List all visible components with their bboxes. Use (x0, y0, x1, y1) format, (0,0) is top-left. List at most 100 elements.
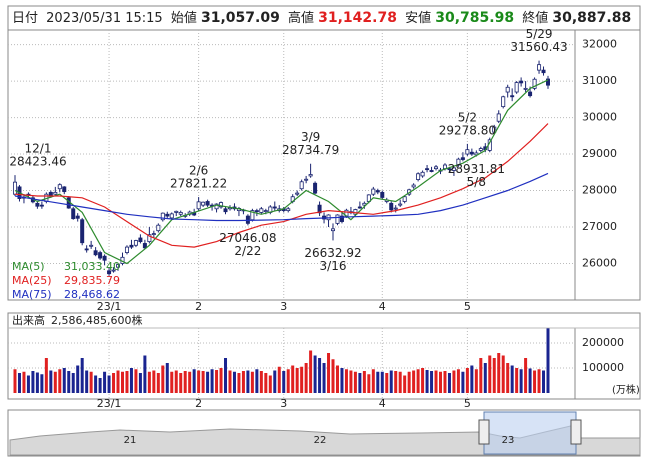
volume-bar (129, 368, 133, 393)
volume-bar (206, 371, 210, 393)
volume-bar (483, 363, 487, 393)
candle-body (295, 192, 300, 195)
volume-bar (58, 369, 62, 393)
candle-body (71, 208, 76, 220)
candle-body (532, 78, 537, 89)
candle-body (219, 202, 224, 208)
candle-body (196, 201, 201, 210)
volume-bar (282, 371, 286, 393)
candle-body (335, 214, 340, 224)
navigator-handle-right[interactable] (570, 419, 582, 445)
annotation-date: 2/6 (189, 164, 208, 178)
volume-bar (94, 375, 98, 393)
volume-bar (250, 371, 254, 393)
volume-bar (120, 371, 124, 393)
volume-bar (170, 371, 174, 393)
x-tick-label: 5 (464, 397, 471, 410)
x-tick-label: 3 (280, 397, 287, 410)
candle-body (451, 167, 456, 171)
candle-body (411, 184, 416, 188)
candle-body (160, 212, 165, 221)
open: 31,057.09 (201, 10, 280, 26)
volume-bar (497, 353, 501, 393)
volume-bar (367, 374, 371, 393)
volume-panel (7, 312, 641, 400)
volume-bar (67, 371, 71, 393)
volume-bar (44, 358, 48, 393)
volume-bar (183, 371, 187, 393)
candle-body (124, 246, 129, 253)
volume-bar (125, 371, 129, 393)
annotation-value: 28423.46 (9, 155, 66, 169)
date-label: 日付 (12, 11, 38, 26)
annotation-date: 2/22 (234, 244, 261, 258)
volume-bar (22, 371, 26, 393)
navigator-handle-left[interactable] (478, 419, 490, 445)
navigator-label: 22 (314, 435, 327, 446)
high-label: 高値 (288, 10, 314, 26)
volume-bar (228, 370, 232, 393)
volume-bar (528, 368, 532, 393)
date: 2023/05/31 15:15 (46, 11, 163, 26)
volume-bar (53, 371, 57, 393)
volume-bar (31, 371, 35, 393)
y-tick-label: 31000 (582, 74, 617, 87)
candle-body (339, 215, 344, 222)
candle-body (263, 210, 268, 213)
volume-bar (474, 369, 478, 393)
volume-bar (134, 369, 138, 393)
annotation-value: 26632.92 (304, 246, 361, 260)
candle-body (425, 168, 430, 171)
candle-body (541, 69, 546, 74)
y-tick-label: 28000 (582, 184, 617, 197)
volume-bar (286, 369, 290, 393)
volume-bar (143, 355, 147, 393)
volume-bar (537, 369, 541, 393)
volume-bar (71, 373, 75, 393)
candle-body (434, 166, 439, 170)
candle-body (62, 186, 67, 193)
volume-bar (116, 370, 120, 393)
volume-bar (524, 358, 528, 393)
volume-bar (147, 371, 151, 393)
candle-body (102, 255, 107, 261)
legend-value: 31,033.40 (64, 260, 120, 273)
volume-bar (421, 368, 425, 393)
volume-bar (277, 366, 281, 393)
candle-body (35, 202, 40, 207)
volume-bar (439, 371, 443, 393)
high: 31,142.78 (318, 10, 397, 26)
x-tick-label: 2 (195, 300, 202, 313)
candle-body (447, 168, 452, 171)
x-tick-label: 4 (379, 300, 386, 313)
candle-body (375, 190, 380, 193)
volume-bar (291, 365, 295, 393)
candle-body (501, 96, 506, 108)
volume-bar (174, 370, 178, 393)
y-tick-label: 30000 (582, 111, 617, 124)
y-tick-label: 29000 (582, 147, 617, 160)
candle-body (313, 182, 318, 194)
candle-body (537, 64, 542, 71)
navigator-window[interactable] (483, 411, 577, 455)
candle-body (165, 213, 170, 217)
volume-bar (461, 371, 465, 393)
legend-name: MA(25) (12, 274, 52, 287)
volume-bar (403, 375, 407, 393)
volume-bar (331, 359, 335, 393)
candle-body (116, 264, 121, 268)
candle-body (84, 248, 89, 251)
candle-body (214, 203, 219, 210)
candle-body (420, 171, 425, 177)
volume-bar (255, 369, 259, 393)
volume-bar (327, 353, 331, 393)
volume-bar (515, 368, 519, 393)
volume-bar (264, 373, 268, 393)
volume-bar (412, 370, 416, 393)
candle-body (308, 174, 313, 177)
volume-bar (165, 363, 169, 393)
candle-body (147, 234, 152, 243)
candle-body (57, 184, 62, 190)
volume-bar (138, 373, 142, 393)
candle-body (272, 206, 277, 209)
